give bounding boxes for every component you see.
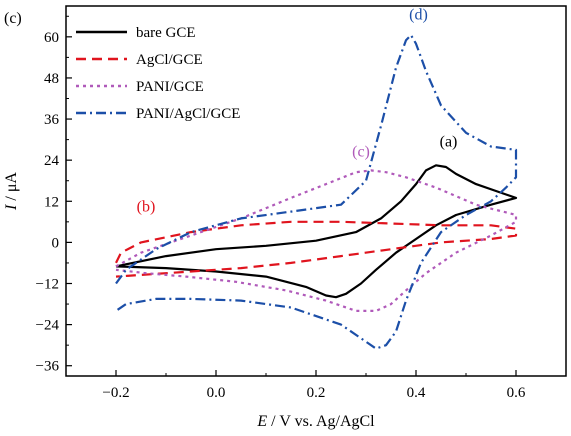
legend: bare GCE AgCl/GCE PANI/GCE PANI/AgCl/GCE [76,25,240,122]
y-tick-label: 24 [44,153,60,169]
y-tick-label: 12 [44,194,59,210]
x-tick-label: −0.2 [102,385,129,401]
legend-label-pani-agcl-gce: PANI/AgCl/GCE [136,106,240,122]
x-tick-label: 0.6 [507,385,526,401]
x-tick-label: 0.4 [407,385,426,401]
y-tick-label: 0 [52,235,60,251]
y-tick-label: −12 [36,277,59,293]
y-tick-label: −24 [36,318,60,334]
y-tick-label: 36 [44,112,60,128]
y-tick-label: 60 [44,30,59,46]
ticks-layer: −0.2 0.0 0.2 0.4 0.6 −36 −24 −12 0 12 24 36 48 60 [36,15,567,401]
curve-annotation-bare-gce: (a) [440,133,458,150]
legend-label-agcl-gce: AgCl/GCE [136,52,203,68]
series-line-bare-gce [115,164,518,299]
y-tick-label: −36 [36,359,60,375]
x-tick-label: 0.0 [207,385,226,401]
x-axis-title: E / V vs. Ag/AgCl [256,413,375,430]
series-layer [115,33,518,350]
y-tick-label: 48 [44,71,59,87]
curve-annotation-pani-agcl-gce: (d) [409,7,428,24]
x-tick-label: 0.2 [307,385,326,401]
curve-annotation-pani-gce: (c) [352,144,370,161]
y-axis-title: I / μA [3,172,20,211]
panel-label: (c) [4,10,22,27]
series-line-pani-agcl-gce [115,33,518,350]
legend-label-bare-gce: bare GCE [136,25,196,41]
annotation-layer: (a) (b) (c) (d) [137,7,458,216]
curve-annotation-agcl-gce: (b) [137,199,156,216]
legend-label-pani-gce: PANI/GCE [136,79,204,95]
